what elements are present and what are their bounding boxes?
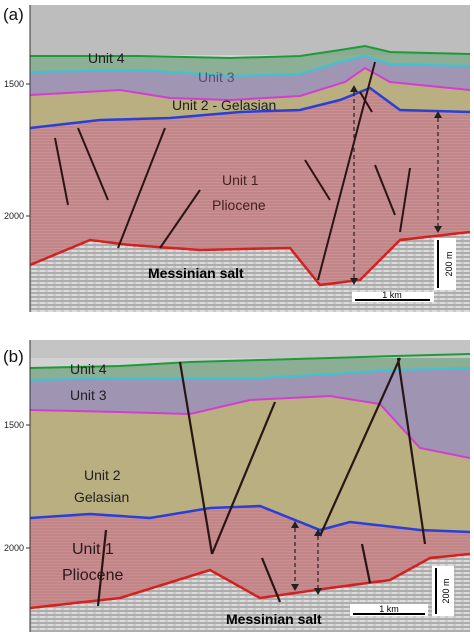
top-horizon xyxy=(30,44,470,60)
panel-b: 1500 2000 (b) Unit 4 Unit 3 Unit 2 Gelas… xyxy=(0,318,474,635)
salt-label: Messinian salt xyxy=(226,611,322,627)
unit-4-label: Unit 4 xyxy=(88,50,125,66)
unit-4-label: Unit 4 xyxy=(70,361,107,377)
thickness-arrows xyxy=(353,92,439,278)
top-horizon xyxy=(30,353,470,369)
panel-label: (a) xyxy=(3,5,24,24)
vertical-scale-bar: 200 m xyxy=(434,238,456,290)
unit-2-label: Unit 2 - Gelasian xyxy=(172,97,276,113)
unit-1-label-line1: Unit 1 xyxy=(72,541,114,558)
red-horizon xyxy=(30,230,470,287)
scale-200m: 200 m xyxy=(444,251,454,276)
panel-label: (b) xyxy=(3,347,24,366)
salt-label: Messinian salt xyxy=(148,265,244,281)
panel-a-section: 1500 2000 (a) Unit 4 Unit 3 Unit 2 - Gel… xyxy=(3,5,470,312)
blue-horizon xyxy=(30,86,470,130)
depth-tick-1500: 1500 xyxy=(4,79,24,89)
magenta-horizon xyxy=(30,66,470,102)
blue-horizon xyxy=(30,504,470,534)
vertical-scale-bar: 200 m xyxy=(432,566,454,616)
depth-tick-2000: 2000 xyxy=(4,543,24,553)
unit-2-label-line1: Unit 2 xyxy=(84,467,121,483)
panel-b-section: 1500 2000 (b) Unit 4 Unit 3 Unit 2 Gelas… xyxy=(3,340,470,632)
thickness-arrows xyxy=(294,528,319,588)
scale-1km: 1 km xyxy=(379,604,399,614)
horizontal-scale-bar: 1 km xyxy=(352,290,434,302)
unit-1-label-line1: Unit 1 xyxy=(222,172,259,188)
unit-3-layer xyxy=(30,368,470,458)
unit-3-layer xyxy=(30,56,470,100)
red-horizon xyxy=(30,552,470,610)
unit-2-label-line2: Gelasian xyxy=(74,489,129,505)
unit-1-label-line2: Pliocene xyxy=(62,567,123,584)
depth-tick-1500: 1500 xyxy=(4,420,24,430)
scale-200m: 200 m xyxy=(441,578,451,603)
cyan-horizon xyxy=(30,54,470,78)
faults xyxy=(96,357,427,607)
unit-4-layer xyxy=(30,46,470,76)
unit-2-layer xyxy=(30,68,470,128)
unit-3-label: Unit 3 xyxy=(198,69,235,85)
horizontal-scale-bar: 1 km xyxy=(350,604,428,616)
unit-1-label-line2: Pliocene xyxy=(212,197,266,213)
faults xyxy=(54,61,411,281)
panel-a: 1500 2000 (a) Unit 4 Unit 3 Unit 2 - Gel… xyxy=(0,0,474,318)
unit-3-label: Unit 3 xyxy=(70,387,107,403)
depth-tick-2000: 2000 xyxy=(4,211,24,221)
unit-4-layer xyxy=(30,354,470,380)
magenta-horizon xyxy=(30,394,470,459)
scale-1km: 1 km xyxy=(382,290,402,300)
